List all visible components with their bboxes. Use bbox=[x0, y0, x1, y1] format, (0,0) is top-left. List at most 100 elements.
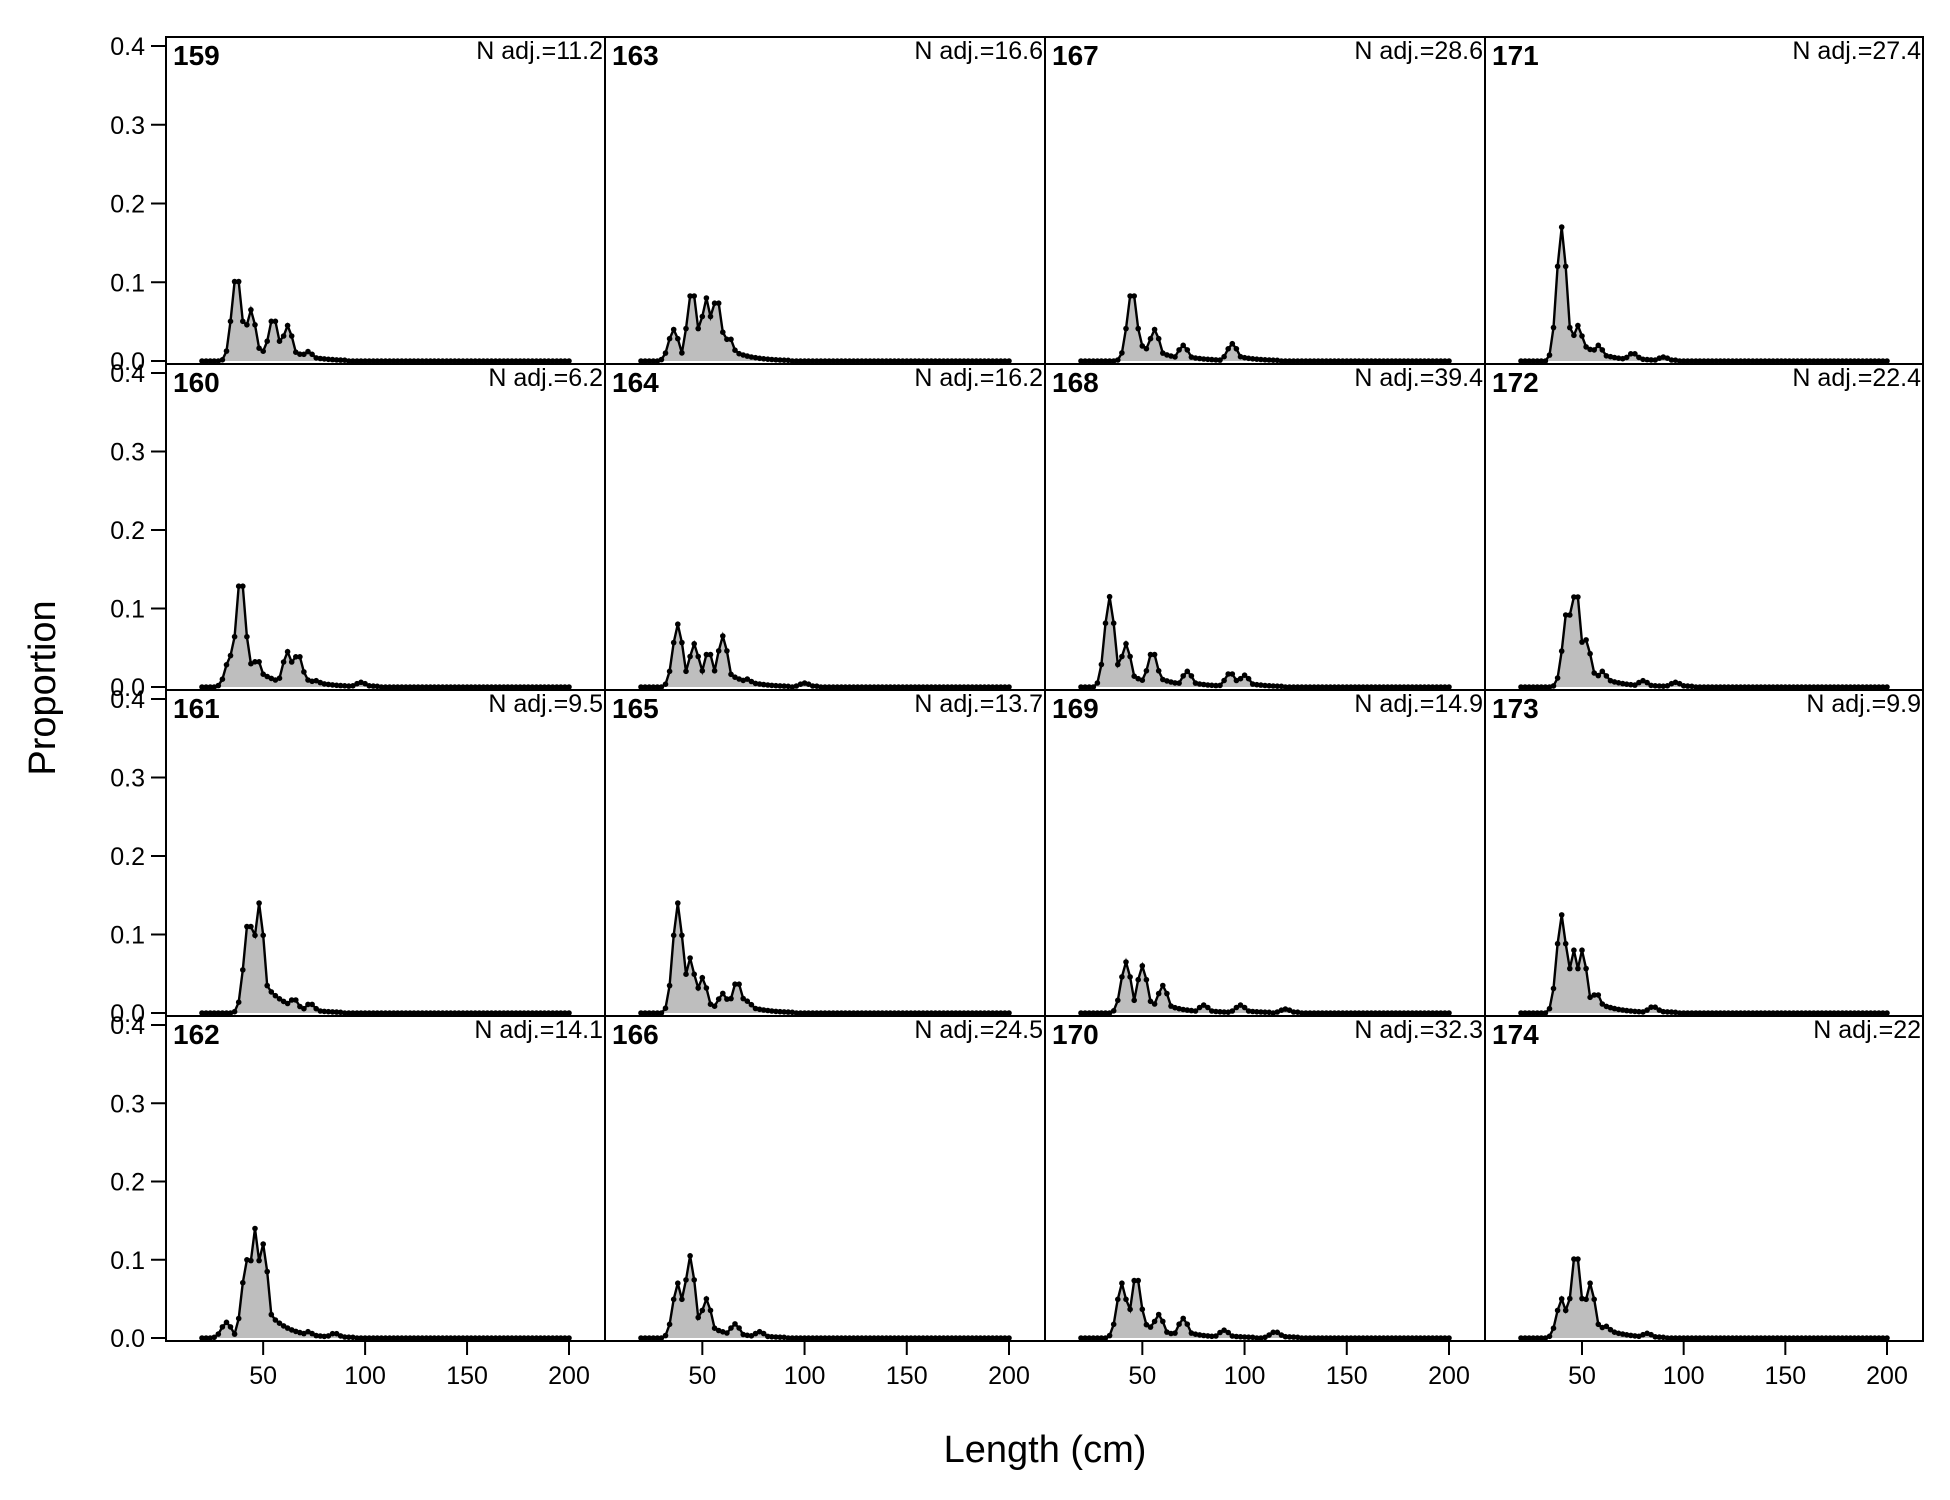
data-point bbox=[1401, 684, 1407, 690]
data-point bbox=[415, 1010, 421, 1016]
data-point bbox=[407, 1335, 413, 1341]
data-point bbox=[691, 641, 697, 647]
data-point bbox=[1847, 1010, 1854, 1016]
data-point bbox=[496, 1335, 503, 1341]
data-point bbox=[867, 684, 873, 690]
data-point bbox=[1425, 1010, 1432, 1016]
data-point bbox=[1421, 358, 1428, 364]
data-point bbox=[1327, 358, 1334, 364]
data-point bbox=[460, 1335, 466, 1341]
data-point bbox=[1526, 1010, 1532, 1016]
data-point bbox=[1442, 358, 1448, 364]
data-point bbox=[354, 1335, 360, 1341]
data-point bbox=[1344, 1335, 1350, 1341]
data-point bbox=[1282, 358, 1289, 364]
data-point bbox=[654, 1335, 661, 1341]
data-point bbox=[675, 1280, 681, 1286]
data-point bbox=[822, 1010, 828, 1016]
data-point bbox=[1131, 1277, 1137, 1284]
data-point bbox=[1413, 684, 1420, 690]
data-point bbox=[822, 1335, 828, 1341]
data-point bbox=[1550, 985, 1557, 992]
data-point bbox=[961, 1010, 967, 1016]
data-point bbox=[1249, 356, 1256, 362]
panel-id-label: 166 bbox=[612, 1019, 659, 1050]
data-point bbox=[480, 358, 487, 364]
data-point bbox=[1831, 1335, 1837, 1341]
data-point bbox=[333, 357, 340, 363]
data-point bbox=[801, 358, 808, 364]
data-point bbox=[707, 1307, 714, 1314]
data-point bbox=[1676, 1010, 1683, 1016]
data-point bbox=[850, 1010, 857, 1016]
data-point bbox=[1676, 1335, 1683, 1341]
data-point bbox=[981, 1010, 988, 1016]
data-point bbox=[529, 358, 536, 364]
data-point bbox=[1815, 684, 1821, 690]
data-point bbox=[920, 1010, 926, 1016]
n-adj-label: N adj.=22 bbox=[1813, 1016, 1921, 1044]
data-point bbox=[1417, 358, 1424, 364]
data-point bbox=[521, 684, 527, 690]
data-point bbox=[781, 357, 787, 364]
data-point bbox=[1729, 358, 1736, 364]
data-point bbox=[1782, 358, 1789, 364]
data-point bbox=[1587, 650, 1593, 657]
data-point bbox=[272, 1317, 279, 1323]
data-point bbox=[435, 1335, 442, 1341]
data-point bbox=[1843, 684, 1850, 690]
data-point bbox=[998, 358, 1004, 364]
data-point bbox=[1098, 661, 1105, 668]
data-point bbox=[961, 358, 967, 364]
data-point bbox=[1352, 1010, 1358, 1016]
data-point bbox=[1701, 1335, 1707, 1341]
data-point bbox=[1571, 1256, 1577, 1262]
data-point bbox=[501, 1335, 507, 1341]
panel-id-label: 169 bbox=[1052, 693, 1099, 724]
data-point bbox=[252, 322, 258, 328]
y-tick-label: 0.4 bbox=[110, 686, 145, 714]
data-point bbox=[1278, 358, 1285, 364]
data-point bbox=[443, 1335, 450, 1341]
data-point bbox=[642, 1010, 648, 1016]
x-tick-label: 50 bbox=[249, 1362, 277, 1390]
data-point bbox=[1266, 357, 1272, 363]
data-point bbox=[501, 1010, 507, 1016]
data-point bbox=[411, 684, 417, 690]
data-point bbox=[1599, 668, 1606, 675]
data-point bbox=[415, 358, 421, 364]
data-point bbox=[916, 358, 922, 364]
data-point bbox=[1290, 1334, 1297, 1340]
data-point bbox=[1002, 1335, 1008, 1341]
data-point bbox=[1538, 1010, 1545, 1016]
data-point bbox=[1176, 680, 1182, 686]
data-point bbox=[256, 900, 262, 906]
data-point bbox=[1151, 1318, 1158, 1325]
data-point bbox=[1405, 1010, 1411, 1016]
distribution-area bbox=[1521, 227, 1887, 361]
data-point bbox=[662, 1005, 669, 1011]
data-point bbox=[1522, 1010, 1528, 1016]
data-point bbox=[386, 1010, 393, 1016]
data-point bbox=[854, 358, 861, 364]
data-point bbox=[1632, 351, 1638, 357]
data-point bbox=[1299, 358, 1305, 364]
data-point bbox=[1082, 684, 1088, 690]
data-point bbox=[650, 1335, 657, 1341]
data-point bbox=[1640, 356, 1646, 363]
data-point bbox=[985, 684, 992, 690]
data-point bbox=[793, 358, 800, 364]
data-point bbox=[329, 1330, 336, 1337]
data-point bbox=[863, 1010, 869, 1016]
data-point bbox=[480, 1010, 487, 1016]
data-point bbox=[1102, 620, 1109, 626]
data-point bbox=[1684, 1010, 1691, 1016]
data-point bbox=[1397, 1335, 1403, 1341]
data-point bbox=[1827, 684, 1833, 690]
data-point bbox=[1595, 672, 1602, 679]
data-point bbox=[370, 683, 377, 689]
data-point bbox=[264, 982, 271, 989]
data-point bbox=[675, 900, 681, 906]
data-point bbox=[1327, 684, 1334, 690]
distribution-area bbox=[202, 1228, 569, 1338]
